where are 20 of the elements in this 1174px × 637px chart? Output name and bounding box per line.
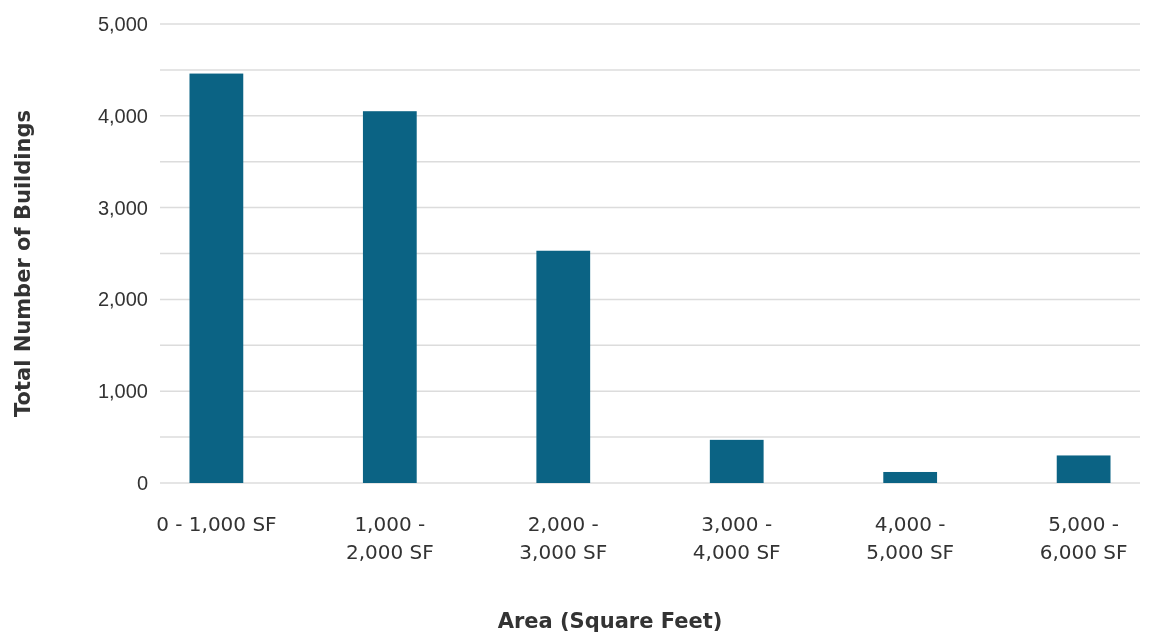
y-tick-label: 3,000 [97,196,148,219]
bar [362,111,417,483]
x-tick-label: 4,000 - 5,000 SF [866,512,955,564]
bar [883,471,938,483]
y-tick-label: 0 [136,471,148,494]
y-tick-label: 5,000 [97,12,148,35]
x-tick-label: 0 - 1,000 SF [156,512,277,536]
x-tick-label: 5,000 - 6,000 SF [1039,512,1128,564]
y-axis-title: Total Number of Buildings [11,110,35,417]
bar [1056,455,1111,483]
y-tick-label: 1,000 [97,380,148,403]
x-tick-label: 1,000 - 2,000 SF [345,512,434,564]
x-axis-title: Area (Square Feet) [497,609,723,633]
bar [709,439,764,483]
y-tick-label: 4,000 [97,104,148,127]
x-tick-label: 2,000 - 3,000 SF [519,512,608,564]
x-tick-label: 3,000 - 4,000 SF [692,512,781,564]
bar [536,250,591,483]
bar [189,73,244,483]
y-tick-label: 2,000 [97,288,148,311]
